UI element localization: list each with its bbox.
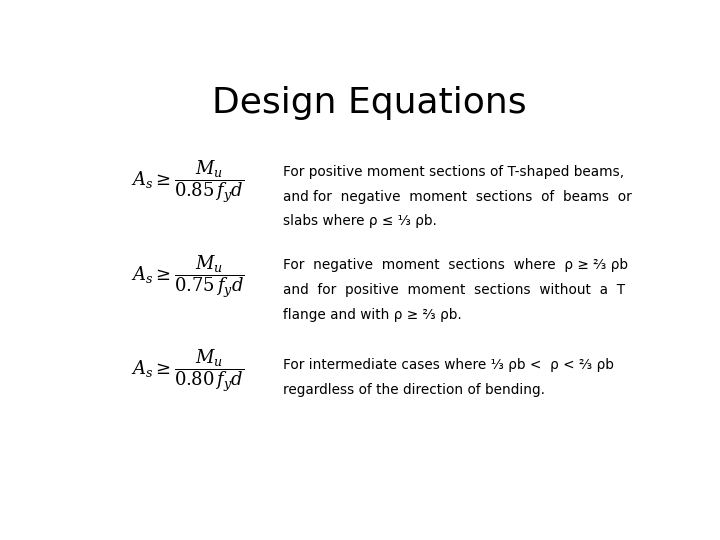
Text: slabs where ρ ≤ ⅓ ρb.: slabs where ρ ≤ ⅓ ρb. bbox=[282, 214, 436, 228]
Text: $A_s \geq \dfrac{M_u}{0.80\,f_y d}$: $A_s \geq \dfrac{M_u}{0.80\,f_y d}$ bbox=[131, 347, 244, 394]
Text: flange and with ρ ≥ ⅔ ρb.: flange and with ρ ≥ ⅔ ρb. bbox=[282, 308, 462, 322]
Text: For  negative  moment  sections  where  ρ ≥ ⅔ ρb: For negative moment sections where ρ ≥ ⅔… bbox=[282, 258, 628, 272]
Text: $A_s \geq \dfrac{M_u}{0.85\,f_y d}$: $A_s \geq \dfrac{M_u}{0.85\,f_y d}$ bbox=[131, 158, 244, 205]
Text: Design Equations: Design Equations bbox=[212, 85, 526, 119]
Text: For intermediate cases where ⅓ ρb <  ρ < ⅔ ρb: For intermediate cases where ⅓ ρb < ρ < … bbox=[282, 358, 613, 372]
Text: $A_s \geq \dfrac{M_u}{0.75\,f_y d}$: $A_s \geq \dfrac{M_u}{0.75\,f_y d}$ bbox=[130, 253, 245, 300]
Text: and for  negative  moment  sections  of  beams  or: and for negative moment sections of beam… bbox=[282, 190, 631, 204]
Text: For positive moment sections of T-shaped beams,: For positive moment sections of T-shaped… bbox=[282, 165, 624, 179]
Text: regardless of the direction of bending.: regardless of the direction of bending. bbox=[282, 383, 544, 397]
Text: and  for  positive  moment  sections  without  a  T: and for positive moment sections without… bbox=[282, 283, 625, 297]
